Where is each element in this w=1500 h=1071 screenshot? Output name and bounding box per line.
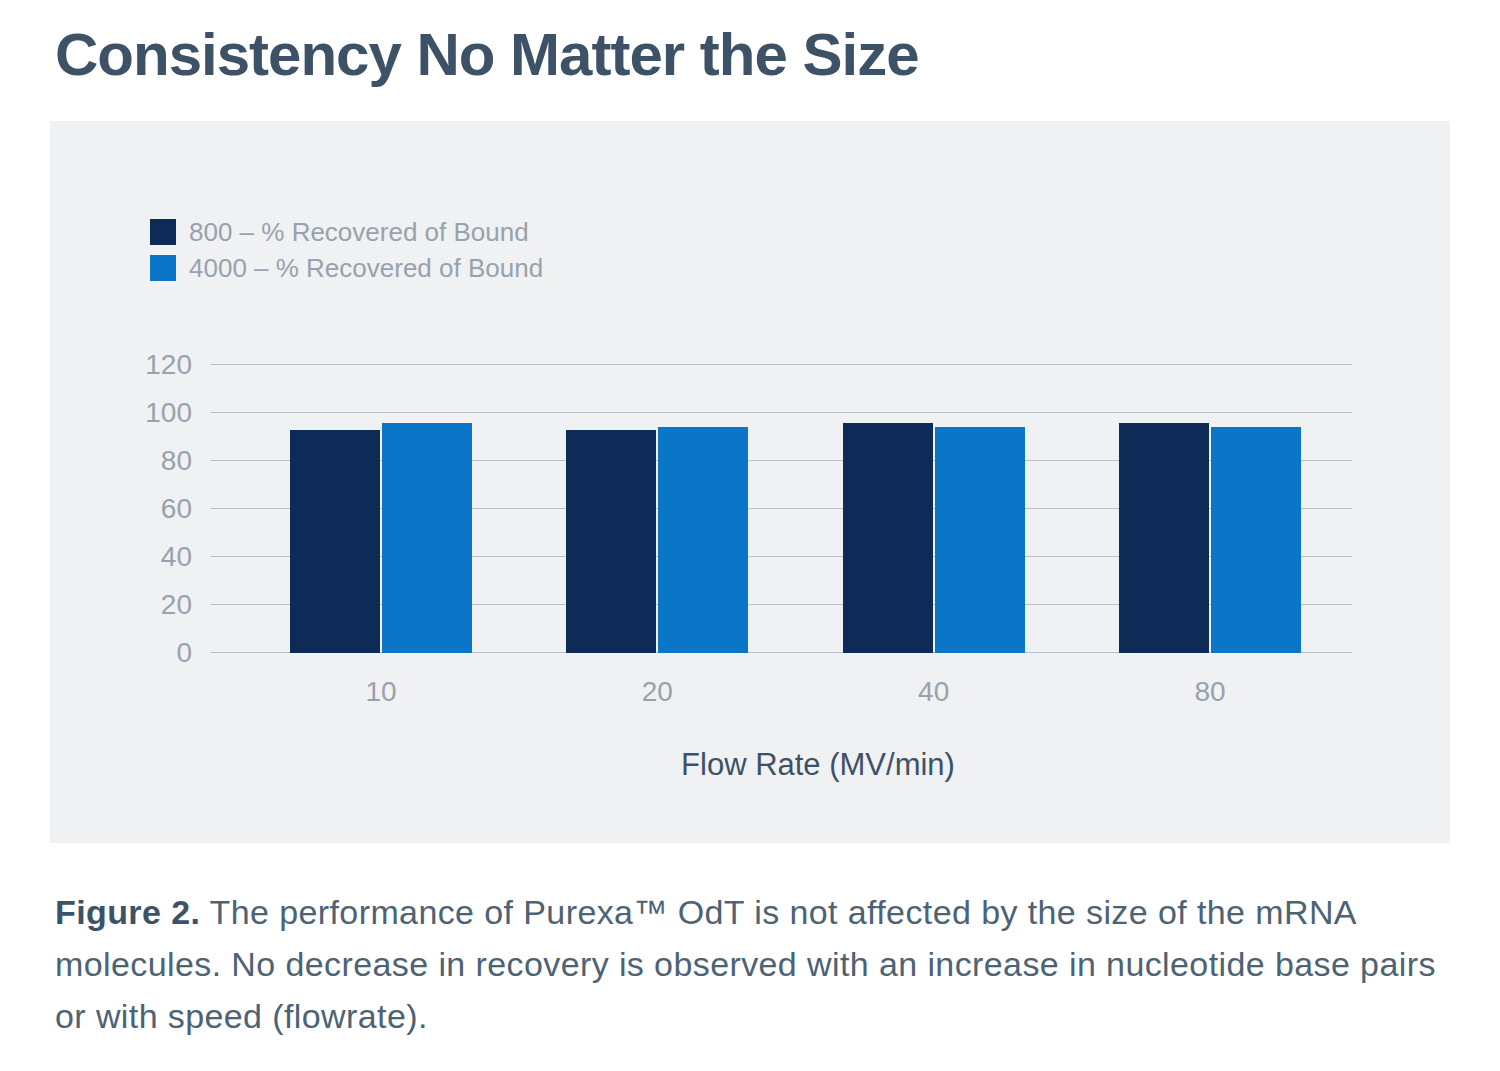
bar-800-40: [843, 423, 933, 653]
chart-legend: 800 – % Recovered of Bound 4000 – % Recov…: [150, 214, 543, 286]
legend-label-800: 800 – % Recovered of Bound: [189, 217, 529, 248]
legend-swatch-4000: [150, 255, 176, 281]
gridline-100: [210, 412, 1352, 413]
bar-4000-10: [382, 423, 472, 653]
x-tick-label-10: 10: [311, 676, 451, 708]
x-tick-label-20: 20: [587, 676, 727, 708]
legend-label-4000: 4000 – % Recovered of Bound: [189, 253, 543, 284]
legend-item-800: 800 – % Recovered of Bound: [150, 214, 543, 250]
y-tick-label-20: 20: [132, 589, 192, 621]
y-tick-label-100: 100: [132, 397, 192, 429]
chart-panel: 800 – % Recovered of Bound 4000 – % Recov…: [50, 121, 1450, 843]
y-tick-label-80: 80: [132, 445, 192, 477]
bar-800-80: [1119, 423, 1209, 653]
figure-caption: Figure 2. The performance of Purexa™ OdT…: [55, 886, 1455, 1042]
bar-4000-40: [935, 427, 1025, 653]
gridline-120: [210, 364, 1352, 365]
y-tick-label-40: 40: [132, 541, 192, 573]
caption-text: The performance of Purexa™ OdT is not af…: [55, 893, 1436, 1035]
bar-4000-20: [658, 427, 748, 653]
page-title: Consistency No Matter the Size: [55, 20, 919, 89]
y-tick-label-0: 0: [132, 637, 192, 669]
caption-label: Figure 2.: [55, 893, 200, 931]
x-tick-label-80: 80: [1140, 676, 1280, 708]
plot-area: Flow Rate (MV/min) 020406080100120102040…: [210, 365, 1352, 653]
y-tick-label-60: 60: [132, 493, 192, 525]
bar-4000-80: [1211, 427, 1301, 653]
page: Consistency No Matter the Size 800 – % R…: [0, 0, 1500, 1071]
bar-800-20: [566, 430, 656, 653]
legend-swatch-800: [150, 219, 176, 245]
y-tick-label-120: 120: [132, 349, 192, 381]
x-axis-title: Flow Rate (MV/min): [681, 747, 955, 783]
bar-800-10: [290, 430, 380, 653]
x-tick-label-40: 40: [864, 676, 1004, 708]
legend-item-4000: 4000 – % Recovered of Bound: [150, 250, 543, 286]
